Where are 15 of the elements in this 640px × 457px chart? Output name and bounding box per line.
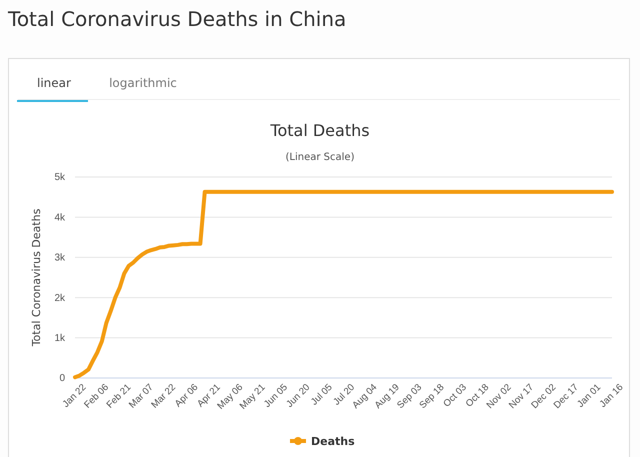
text: Total Coronavirus Deaths in China xyxy=(7,7,346,31)
y-tick-label: 2k xyxy=(54,292,66,304)
y-tick-label: 0 xyxy=(59,373,66,384)
line-series xyxy=(73,190,614,380)
legend-label: Deaths xyxy=(311,435,356,448)
y-tick-label: 3k xyxy=(54,252,66,264)
y-tick-label: 5k xyxy=(54,172,66,184)
x-tick-label: Jul 05 xyxy=(308,382,335,408)
text: logarithmic xyxy=(109,76,177,90)
y-axis-title: Total Coronavirus Deaths xyxy=(30,208,43,348)
y-tick-label: 4k xyxy=(54,212,66,224)
chart-subtitle: (Linear Scale) xyxy=(286,152,355,163)
y-tick-label: 1k xyxy=(54,333,66,344)
chart-title: Total Deaths xyxy=(269,121,370,140)
text: linear xyxy=(37,76,72,90)
